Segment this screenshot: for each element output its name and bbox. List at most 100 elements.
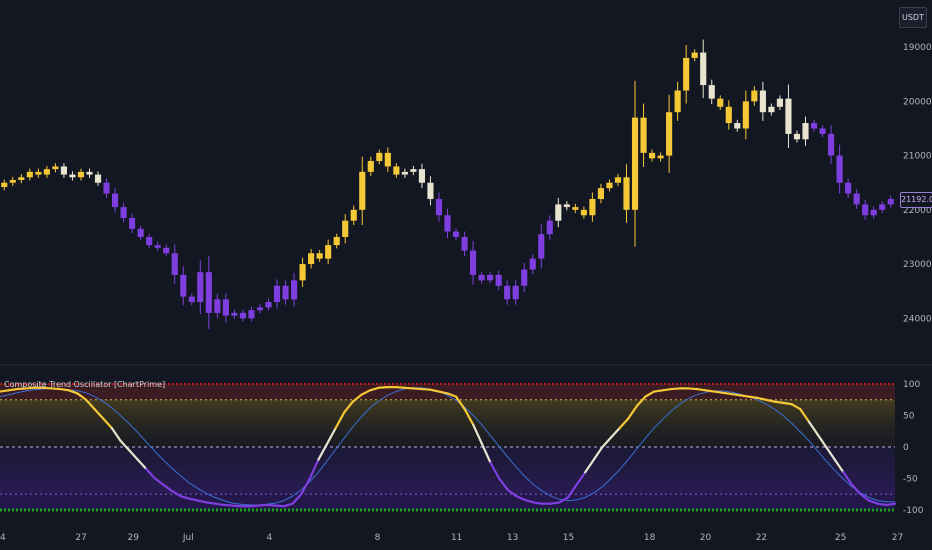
- oscillator-segment: [876, 502, 888, 507]
- oscillator-segment: [214, 502, 225, 507]
- oscillator-segment: [325, 427, 337, 445]
- candle-body: [9, 180, 16, 183]
- oscillator-segment: [644, 390, 656, 398]
- oscillator-segment: [50, 387, 62, 391]
- x-tick: 22: [756, 533, 767, 543]
- candle-body: [810, 123, 818, 129]
- oscillator-y-tick: 0: [903, 443, 909, 453]
- candle-body: [836, 155, 843, 183]
- oscillator-segment: [76, 392, 88, 401]
- oscillator-segment: [652, 389, 664, 393]
- oscillator-segment: [670, 387, 681, 391]
- oscillator-segment: [575, 471, 587, 486]
- candle-body: [401, 171, 408, 175]
- candle-body: [146, 236, 153, 246]
- candle-body: [512, 285, 519, 300]
- oscillator-segment: [695, 387, 707, 392]
- oscillator-segment: [248, 504, 260, 508]
- candle-body: [205, 272, 212, 313]
- candle-body: [188, 296, 195, 303]
- candle-body: [478, 274, 485, 281]
- oscillator-segment: [420, 387, 432, 391]
- x-tick: 13: [507, 533, 518, 543]
- oscillator-segment: [127, 449, 139, 461]
- oscillator-segment: [850, 483, 862, 496]
- candle-body: [623, 177, 630, 210]
- oscillator-lines: [0, 386, 897, 508]
- candle-body: [60, 166, 67, 175]
- oscillator-segment: [179, 495, 191, 500]
- oscillator-segment: [592, 445, 604, 461]
- candle-body: [555, 204, 562, 221]
- currency-button[interactable]: USDT: [899, 7, 927, 28]
- oscillator-y-axis: 100 50 0 -50 -100: [903, 380, 924, 516]
- candle-body: [1, 182, 8, 188]
- candle-body: [487, 274, 494, 281]
- oscillator-y-tick: -50: [903, 475, 918, 485]
- oscillator-segment: [171, 490, 182, 498]
- candle-body: [845, 182, 852, 194]
- candle-body: [614, 177, 622, 183]
- candle-body: [879, 204, 886, 210]
- candle-body: [572, 207, 579, 210]
- oscillator-segment: [532, 501, 544, 505]
- candle-body: [742, 101, 749, 129]
- candle-body: [350, 209, 357, 221]
- oscillator-segment: [377, 386, 389, 389]
- oscillator-segment: [257, 503, 268, 507]
- candle-body: [819, 128, 826, 134]
- oscillator-segment: [360, 389, 372, 396]
- candle-body: [69, 174, 76, 178]
- price-y-tick: 21000.0: [903, 152, 932, 162]
- price-candles: [1, 39, 894, 330]
- candle-body: [725, 106, 732, 124]
- candle-body: [222, 299, 229, 316]
- candle-body: [862, 204, 869, 216]
- candle-body: [52, 166, 59, 170]
- oscillator-segment: [162, 483, 174, 493]
- candle-body: [94, 174, 102, 183]
- candle-body: [717, 98, 724, 107]
- candle-body: [529, 258, 536, 270]
- candle-body: [43, 169, 50, 175]
- oscillator-segment: [446, 392, 458, 398]
- oscillator-segment: [773, 400, 785, 404]
- x-tick: 4: [266, 533, 272, 543]
- candle-body: [776, 98, 783, 107]
- oscillator-segment: [368, 386, 380, 392]
- candle-body: [273, 285, 281, 303]
- oscillator-y-tick: -100: [903, 506, 924, 516]
- oscillator-segment: [334, 411, 346, 430]
- oscillator-segment: [584, 458, 595, 474]
- candle-body: [666, 112, 673, 156]
- x-tick: 29: [128, 533, 140, 543]
- oscillator-segment: [480, 442, 492, 464]
- candle-body: [657, 155, 664, 159]
- oscillator-segment: [807, 420, 819, 436]
- candle-body: [768, 106, 775, 113]
- candle-body: [112, 193, 119, 208]
- oscillator-segment: [859, 493, 871, 502]
- candle-body: [785, 98, 792, 134]
- oscillator-segment: [7, 387, 19, 392]
- x-tick: 25: [835, 533, 846, 543]
- candle-body: [359, 171, 366, 210]
- candle-body: [342, 220, 349, 237]
- candle-body: [640, 117, 647, 153]
- oscillator-segment: [274, 504, 286, 508]
- candle-body: [887, 198, 894, 205]
- candle-body: [435, 198, 443, 216]
- oscillator-zones: [0, 383, 895, 512]
- candle-body: [452, 231, 460, 237]
- oscillator-segment: [84, 398, 96, 411]
- candle-body: [691, 52, 698, 58]
- oscillator-segment: [558, 496, 570, 504]
- candle-body: [674, 90, 681, 113]
- oscillator-segment: [747, 395, 759, 399]
- candle-body: [282, 285, 289, 300]
- oscillator-segment: [756, 396, 768, 401]
- candle-body: [137, 228, 144, 237]
- price-y-axis: 24000.0 23000.0 22000.0 21000.0 20000.0 19000…: [903, 43, 932, 324]
- oscillator-segment: [41, 386, 53, 390]
- candle-body: [291, 280, 298, 300]
